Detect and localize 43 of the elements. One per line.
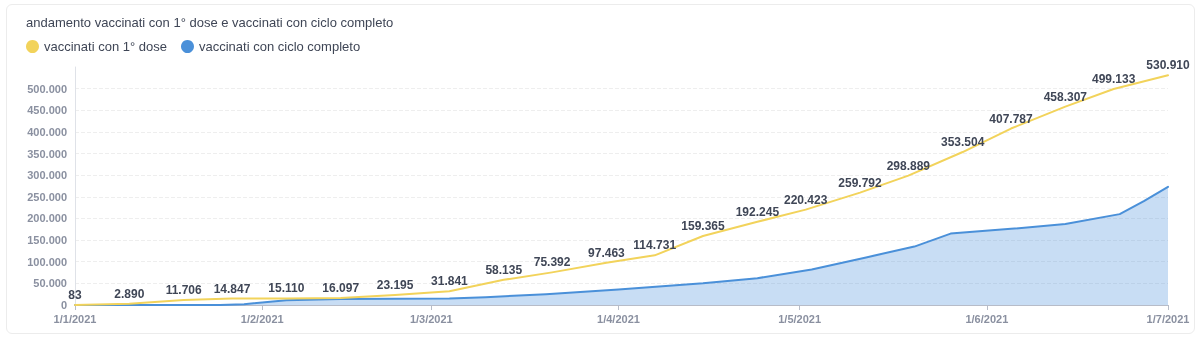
data-label: 499.133: [1091, 72, 1136, 87]
x-tick-label: 1/7/2021: [1146, 312, 1190, 325]
data-label: 407.787: [989, 111, 1033, 126]
data-label: 14.847: [213, 281, 251, 296]
x-tick-label: 1/6/2021: [965, 312, 1009, 325]
x-tick-label: 1/1/2021: [53, 312, 97, 325]
y-tick-label: 150.000: [27, 234, 67, 247]
data-label: 458.307: [1043, 89, 1088, 104]
data-label: 259.792: [838, 175, 883, 190]
data-label: 192.245: [735, 204, 780, 219]
data-label: 298.889: [886, 158, 931, 173]
y-tick-label: 350.000: [27, 147, 67, 160]
data-label: 2.890: [114, 286, 145, 301]
x-tick-label: 1/5/2021: [778, 312, 822, 325]
legend-label: vaccinati con ciclo completo: [198, 39, 361, 54]
y-tick-label: 50.000: [33, 277, 67, 290]
data-label: 23.195: [376, 277, 414, 292]
y-tick-label: 250.000: [27, 190, 67, 203]
legend-label: vaccinati con 1° dose: [44, 39, 167, 54]
x-tick-label: 1/2/2021: [240, 312, 284, 325]
data-label: 31.841: [431, 274, 469, 289]
y-tick-label: 400.000: [27, 125, 67, 138]
y-tick-label: 300.000: [27, 169, 67, 182]
chart-title: andamento vaccinati con 1° dose e vaccinati con ciclo completo: [26, 15, 394, 30]
data-label: 75.392: [533, 255, 571, 270]
data-label: 114.731: [633, 238, 677, 253]
data-label: 83: [68, 287, 82, 302]
x-tick-label: 1/4/2021: [597, 312, 640, 325]
data-label: 220.423: [783, 192, 828, 207]
data-label: 15.110: [268, 281, 305, 296]
data-label: 58.135: [485, 262, 523, 277]
data-label: 159.365: [681, 219, 726, 234]
data-label: 16.097: [322, 281, 360, 296]
y-tick-label: 100.000: [27, 255, 67, 268]
x-tick-label: 1/3/2021: [409, 312, 453, 325]
y-tick-label: 0: [60, 299, 67, 311]
y-tick-label: 200.000: [27, 212, 67, 225]
y-tick-label: 500.000: [27, 82, 67, 95]
data-label: 11.706: [165, 282, 203, 297]
data-label: 353.504: [940, 135, 985, 150]
data-label: 97.463: [588, 245, 626, 260]
data-label: 530.910: [1146, 58, 1191, 73]
y-tick-label: 450.000: [27, 104, 67, 117]
